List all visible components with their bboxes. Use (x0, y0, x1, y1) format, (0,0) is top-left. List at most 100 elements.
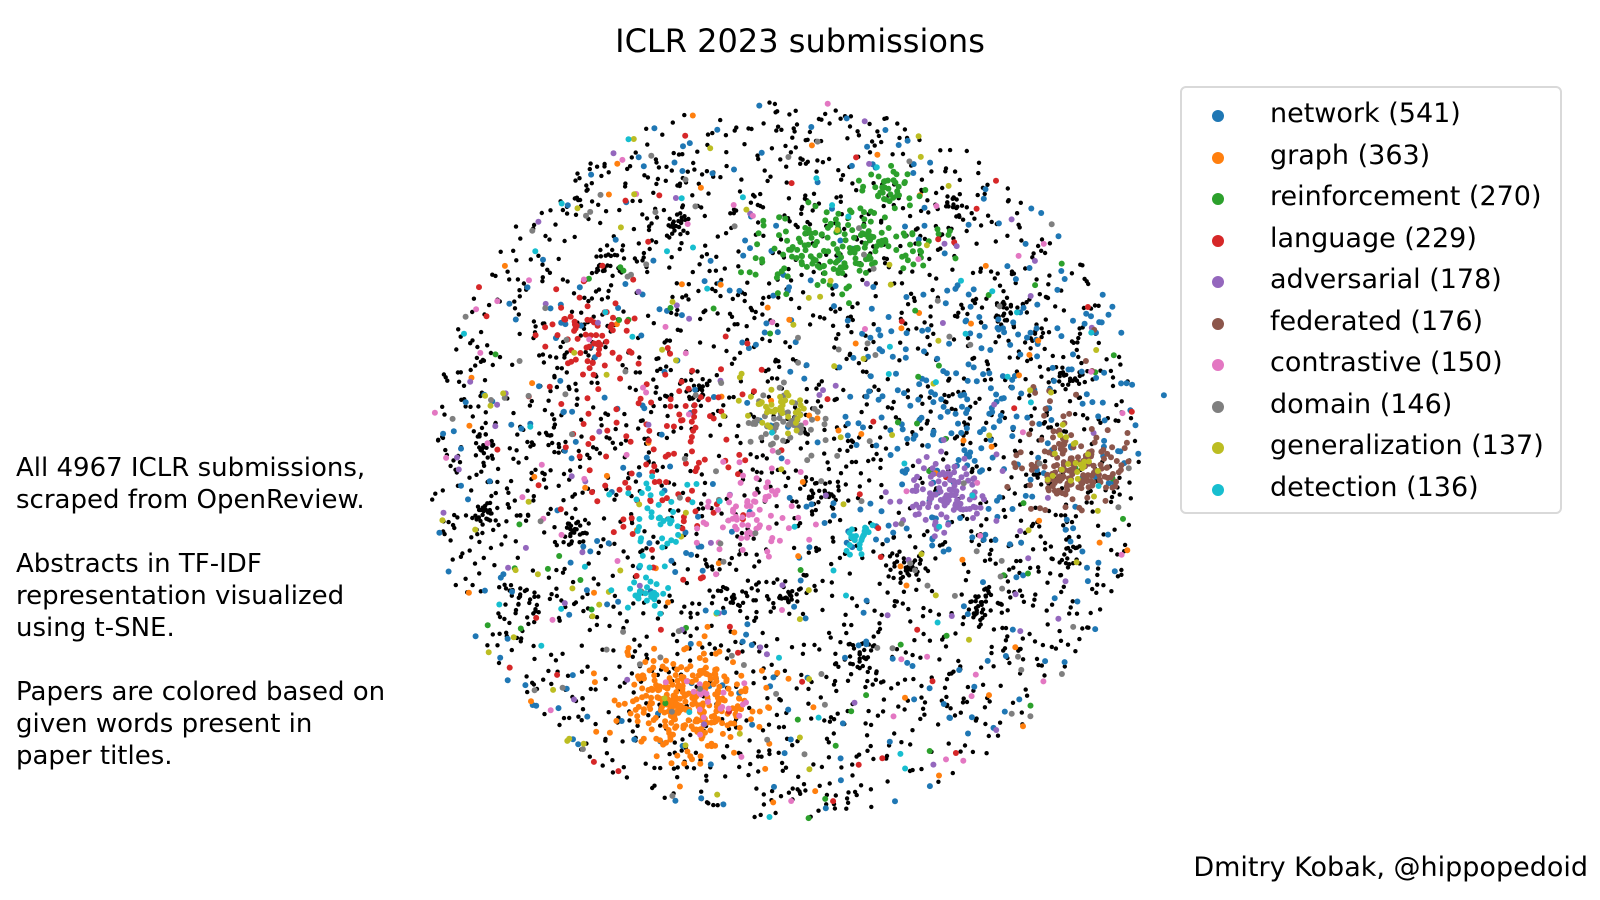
data-point (630, 654, 635, 659)
data-point (943, 644, 949, 649)
data-point (601, 516, 607, 521)
data-point (1084, 500, 1089, 505)
data-point (651, 463, 658, 470)
data-point (879, 218, 884, 223)
data-point (778, 268, 785, 275)
data-point (770, 799, 777, 806)
data-point (789, 253, 795, 260)
data-point (897, 135, 902, 141)
data-point (645, 175, 651, 180)
data-point (515, 432, 520, 437)
data-point (820, 263, 827, 270)
data-point (576, 714, 581, 719)
data-point (801, 642, 807, 647)
data-point (747, 438, 754, 445)
data-point (1105, 311, 1112, 318)
data-point (681, 228, 686, 233)
data-point (448, 538, 453, 543)
data-point (611, 604, 616, 609)
data-point (586, 521, 591, 526)
data-point (516, 460, 521, 465)
data-point (1059, 450, 1066, 457)
data-point (556, 450, 561, 455)
data-point (596, 202, 601, 207)
data-point (687, 753, 694, 760)
data-point (899, 481, 906, 488)
data-point (606, 170, 611, 175)
data-point (487, 402, 494, 409)
data-point (662, 371, 669, 378)
data-point (839, 177, 844, 182)
data-point (632, 649, 638, 654)
data-point (693, 750, 699, 755)
data-point (960, 700, 966, 705)
data-point (1002, 653, 1009, 659)
data-point (993, 239, 998, 244)
data-point (831, 436, 837, 441)
data-point (759, 256, 765, 263)
data-point (640, 548, 645, 553)
data-point (908, 291, 914, 296)
data-point (903, 330, 910, 337)
data-point (893, 370, 899, 377)
data-point (922, 236, 928, 242)
data-point (762, 494, 769, 500)
data-point (742, 457, 749, 464)
data-point (669, 298, 676, 305)
data-point (627, 438, 634, 445)
data-point (919, 766, 924, 772)
data-point (880, 542, 885, 547)
data-point (644, 634, 649, 639)
data-point (489, 493, 494, 499)
data-point (814, 408, 821, 415)
data-point (763, 684, 770, 691)
data-point (1083, 310, 1090, 317)
data-point (767, 751, 772, 757)
data-point (676, 508, 681, 513)
data-point (484, 445, 489, 450)
data-point (884, 537, 891, 544)
data-point (944, 408, 951, 415)
data-point (753, 309, 758, 315)
data-point (613, 426, 618, 432)
data-point (1040, 330, 1046, 336)
data-point (580, 543, 587, 550)
data-point (902, 694, 908, 701)
data-point (636, 661, 643, 668)
data-point (701, 278, 708, 285)
data-point (964, 205, 969, 210)
data-point (1019, 593, 1025, 599)
data-point (628, 515, 635, 522)
data-point (576, 197, 581, 203)
data-point (1113, 458, 1120, 464)
data-point (856, 225, 862, 232)
data-point (671, 713, 678, 720)
data-point (697, 601, 702, 607)
data-point (496, 522, 501, 528)
data-point (925, 334, 930, 340)
data-point (747, 705, 752, 711)
data-point (1074, 598, 1081, 605)
data-point (958, 474, 965, 481)
data-point (993, 177, 999, 184)
data-point (617, 567, 624, 574)
data-point (879, 393, 886, 400)
data-point (680, 490, 686, 496)
data-point (458, 482, 464, 489)
data-point (987, 466, 992, 472)
data-point (972, 671, 979, 678)
data-point (894, 445, 901, 452)
data-point (878, 457, 883, 463)
data-point (837, 447, 842, 453)
data-point (704, 561, 709, 567)
data-point (578, 523, 583, 528)
data-point (1094, 590, 1099, 595)
data-point (1054, 325, 1061, 332)
data-point (587, 166, 592, 172)
data-point (941, 250, 948, 257)
data-point (458, 554, 464, 559)
data-point (1035, 475, 1040, 480)
data-point (620, 628, 627, 635)
data-point (728, 600, 733, 605)
data-point (697, 731, 704, 738)
